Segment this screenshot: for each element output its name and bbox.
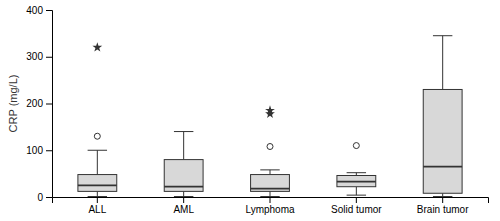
box-group [164,132,203,197]
median [78,184,117,186]
x-tick-mark [270,197,271,203]
median [337,181,376,183]
x-tick: Solid tumor [331,197,382,215]
x-tick-label: Solid tumor [331,204,382,215]
x-tick-label: AML [173,204,194,215]
upper-whisker [442,36,443,90]
y-tick: 300 [26,51,52,62]
y-tick-label: 200 [26,98,43,109]
y-tick-mark [46,10,52,11]
lower-cap [174,196,193,197]
box [251,175,290,192]
extreme-outlier [92,42,102,51]
upper-cap [174,131,193,132]
y-tick-mark [46,197,52,198]
lower-cap [347,195,366,196]
lower-cap [260,196,279,197]
box [423,89,462,193]
upper-whisker [270,170,271,175]
y-tick-label: 100 [26,145,43,156]
upper-cap [347,172,366,173]
x-tick-label: Lymphoma [245,204,295,215]
y-tick-label: 300 [26,51,43,62]
x-tick-mark [356,197,357,203]
lower-cap [433,196,452,197]
median [423,166,462,168]
x-tick-mark [442,197,443,203]
y-tick: 100 [26,145,52,156]
box [337,175,376,186]
outlier [353,143,359,149]
lower-whisker [183,191,184,196]
lower-cap [88,196,107,197]
y-tick: 400 [26,5,52,16]
plot: 0 100 200 300 400 ALL AML Lymphoma Solid tumor Br… [26,5,488,215]
lower-whisker [356,187,357,195]
extreme-outlier [265,105,275,114]
y-tick: 0 [37,192,52,203]
upper-whisker [183,132,184,160]
y-axis: 0 100 200 300 400 [26,5,52,203]
x-tick: Lymphoma [245,197,295,215]
x-tick: AML [173,197,194,215]
x-tick-label: ALL [88,204,106,215]
x-axis: ALL AML Lymphoma Solid tumor Brain tumor [53,197,489,215]
box-group [337,143,376,196]
y-tick-label: 400 [26,5,43,16]
x-tick-mark [183,197,184,203]
y-axis-title: CRP (mg/L) [7,75,19,133]
x-axis-line [53,198,489,204]
box [78,175,117,192]
y-tick-mark [46,104,52,105]
outlier [94,133,100,139]
x-tick: ALL [88,197,106,215]
lower-whisker [270,191,271,196]
upper-cap [88,150,107,151]
y-tick-label: 0 [37,192,43,203]
box-group [251,105,290,196]
x-tick-label: Brain tumor [417,204,469,215]
y-tick-mark [46,57,52,58]
y-tick: 200 [26,98,52,109]
chart: 0 100 200 300 400 ALL AML Lymphoma Solid tumor Br… [0,0,500,221]
y-tick-mark [46,150,52,151]
upper-whisker [97,150,98,174]
upper-cap [260,169,279,170]
lower-whisker [97,191,98,196]
y-axis-line [46,11,53,198]
outlier [267,144,273,150]
x-tick: Brain tumor [417,197,469,215]
boxes [78,36,462,197]
box-group [423,36,462,197]
box [164,160,203,192]
median [164,186,203,188]
box-group [78,42,117,196]
x-tick-mark [97,197,98,203]
upper-cap [433,35,452,36]
median [251,188,290,190]
